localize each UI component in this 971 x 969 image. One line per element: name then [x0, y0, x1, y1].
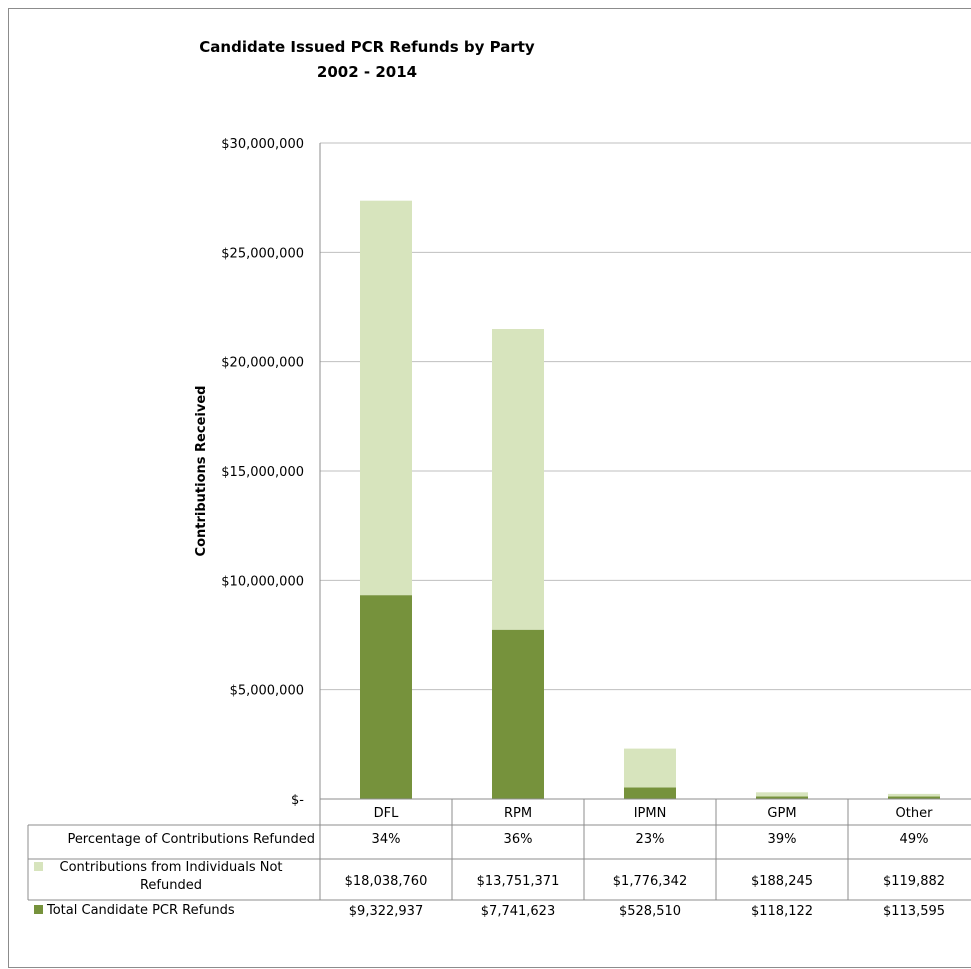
data-label-refunds: $118,122: [751, 904, 813, 919]
category-label: RPM: [504, 806, 532, 821]
data-label-not-refunded: $119,882: [883, 874, 945, 889]
percentage-label: 23%: [636, 832, 665, 847]
bar-not-refunded: [360, 200, 412, 596]
category-label: IPMN: [634, 806, 667, 821]
percentage-label: 39%: [768, 832, 797, 847]
data-label-not-refunded: $18,038,760: [345, 874, 428, 889]
bar-refunds: [756, 796, 808, 799]
category-label: DFL: [374, 806, 399, 821]
data-label-not-refunded: $1,776,342: [613, 874, 687, 889]
y-tick-label: $25,000,000: [221, 246, 304, 261]
y-axis-title: Contributions Received: [194, 386, 209, 557]
data-label-refunds: $9,322,937: [349, 904, 423, 919]
bar-refunds: [492, 629, 544, 799]
legend-key-not-refunded: [34, 862, 43, 871]
y-tick-label: $30,000,000: [221, 137, 304, 152]
legend-key-refunds: [34, 905, 43, 914]
legend-label-not-refunded: Refunded: [140, 878, 202, 893]
bar-refunds: [888, 796, 940, 799]
y-tick-label: $10,000,000: [221, 574, 304, 589]
category-label: Other: [896, 806, 934, 821]
bar-not-refunded: [888, 793, 940, 797]
chart-subtitle: 2002 - 2014: [317, 63, 417, 81]
bar-refunds: [624, 787, 676, 799]
percentage-label: 36%: [504, 832, 533, 847]
percentage-label: 34%: [372, 832, 401, 847]
data-label-refunds: $113,595: [883, 904, 945, 919]
chart-title: Candidate Issued PCR Refunds by Party: [199, 38, 535, 56]
legend-label-not-refunded: Contributions from Individuals Not: [60, 860, 283, 875]
y-tick-label: $20,000,000: [221, 356, 304, 371]
bar-refunds: [360, 595, 412, 799]
category-label: GPM: [767, 806, 796, 821]
legend-label-refunds: Total Candidate PCR Refunds: [46, 903, 235, 918]
chart-frame: [8, 8, 971, 968]
bar-not-refunded: [756, 792, 808, 797]
data-label-not-refunded: $13,751,371: [477, 874, 560, 889]
data-label-refunds: $528,510: [619, 904, 681, 919]
y-tick-label: $5,000,000: [230, 684, 304, 699]
data-label-refunds: $7,741,623: [481, 904, 555, 919]
bar-not-refunded: [492, 329, 544, 630]
y-tick-label: $15,000,000: [221, 465, 304, 480]
percentage-label: 49%: [900, 832, 929, 847]
data-label-not-refunded: $188,245: [751, 874, 813, 889]
y-tick-label: $-: [291, 793, 304, 808]
table-row-header: Percentage of Contributions Refunded: [67, 832, 315, 847]
bar-not-refunded: [624, 748, 676, 788]
